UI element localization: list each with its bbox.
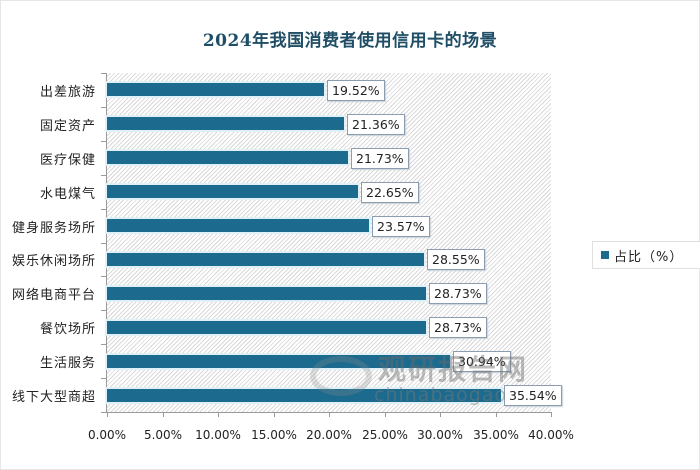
category-label: 出差旅游	[39, 85, 96, 100]
x-tick	[385, 412, 386, 417]
bar	[107, 219, 369, 232]
category-label: 生活服务	[39, 356, 96, 371]
y-tick	[101, 412, 106, 413]
category-label: 线下大型商超	[11, 390, 96, 405]
y-tick	[101, 175, 106, 176]
y-tick	[101, 243, 106, 244]
y-tick	[101, 209, 106, 210]
y-tick	[101, 141, 106, 142]
legend-swatch-icon	[601, 251, 609, 259]
x-tick-label: 10.00%	[195, 428, 241, 442]
data-label: 28.55%	[427, 249, 485, 270]
x-tick	[218, 412, 219, 417]
bar	[107, 355, 450, 368]
bar	[107, 389, 501, 402]
bar	[107, 185, 358, 198]
data-label: 30.94%	[453, 351, 511, 372]
x-tick-label: 40.00%	[528, 428, 574, 442]
bar	[107, 287, 426, 300]
category-label: 餐饮场所	[39, 322, 96, 337]
x-tick	[551, 412, 552, 417]
x-tick	[440, 412, 441, 417]
data-label: 28.73%	[429, 317, 487, 338]
bar	[107, 321, 426, 334]
data-label: 21.36%	[347, 114, 405, 135]
category-label: 水电煤气	[39, 187, 96, 202]
data-label: 35.54%	[504, 385, 562, 406]
category-label: 健身服务场所	[11, 221, 96, 236]
x-tick-label: 25.00%	[362, 428, 408, 442]
x-tick-label: 30.00%	[417, 428, 463, 442]
category-label: 娱乐休闲场所	[11, 254, 96, 269]
legend: 占比（%）	[592, 241, 700, 269]
x-tick	[496, 412, 497, 417]
x-tick-label: 0.00%	[87, 428, 127, 442]
legend-label: 占比（%）	[614, 250, 684, 265]
x-tick-label: 5.00%	[143, 428, 183, 442]
y-axis	[106, 73, 107, 413]
category-label: 固定资产	[39, 119, 96, 134]
category-label: 医疗保健	[39, 153, 96, 168]
x-tick-label: 35.00%	[473, 428, 519, 442]
x-tick	[163, 412, 164, 417]
data-label: 22.65%	[361, 182, 419, 203]
y-tick	[101, 107, 106, 108]
chart-title: 2024年我国消费者使用信用卡的场景	[202, 31, 498, 51]
bar	[107, 253, 424, 266]
y-tick	[101, 73, 106, 74]
data-label: 19.52%	[327, 80, 385, 101]
y-tick	[101, 378, 106, 379]
data-label: 23.57%	[372, 216, 430, 237]
data-label: 21.73%	[351, 148, 409, 169]
x-tick	[274, 412, 275, 417]
x-tick	[107, 412, 108, 417]
x-tick	[329, 412, 330, 417]
x-tick-label: 15.00%	[251, 428, 297, 442]
data-label: 28.73%	[429, 283, 487, 304]
y-tick	[101, 344, 106, 345]
bar	[107, 151, 348, 164]
bar	[107, 117, 344, 130]
category-label: 网络电商平台	[11, 288, 96, 303]
y-tick	[101, 276, 106, 277]
y-tick	[101, 310, 106, 311]
x-tick-label: 20.00%	[306, 428, 352, 442]
bar	[107, 83, 324, 96]
